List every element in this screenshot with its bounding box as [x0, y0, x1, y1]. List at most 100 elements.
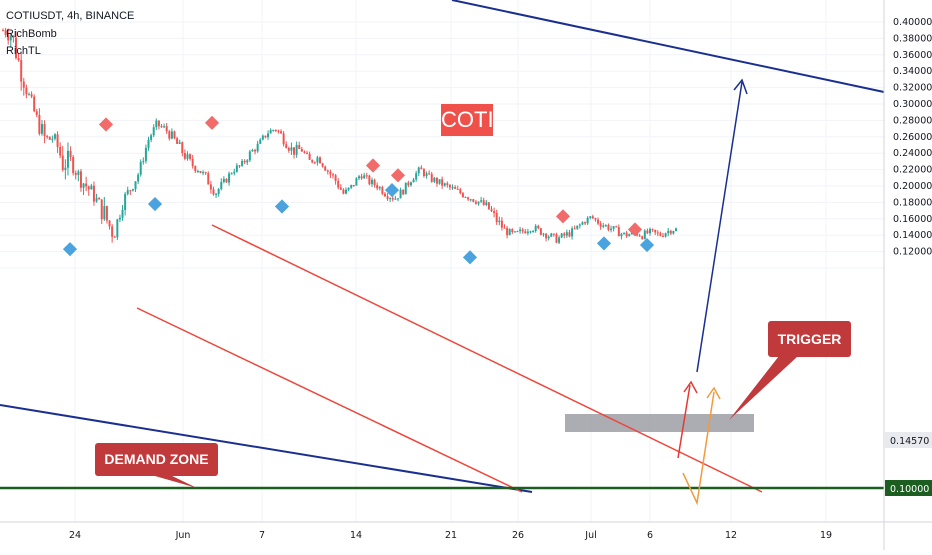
- candle-body: [537, 225, 540, 229]
- candle-body: [66, 150, 69, 168]
- projection-red-arrow: [677, 384, 691, 459]
- candle-body: [254, 149, 257, 152]
- symbol-title: COTIUSDT, 4h, BINANCE: [6, 10, 135, 22]
- candle-body: [467, 197, 470, 200]
- price-tick-label: 0.28000: [893, 115, 932, 126]
- candle-body: [672, 231, 675, 234]
- trigger-callout-tail: [729, 356, 798, 420]
- projection-orange-arrowhead: [706, 386, 721, 400]
- candle-body: [217, 188, 220, 194]
- candle-body: [204, 172, 207, 174]
- candle-body: [659, 233, 662, 236]
- candle-body: [448, 184, 451, 188]
- candle-body: [246, 160, 249, 163]
- candle-body: [113, 236, 116, 238]
- demand-zone-callout-tail: [148, 474, 197, 488]
- candle-body: [134, 181, 137, 190]
- time-tick-label: Jun: [175, 530, 191, 541]
- candle-body: [443, 183, 446, 186]
- trigger-callout: TRIGGER: [768, 321, 851, 357]
- candle-body: [256, 143, 259, 152]
- candle-body: [144, 147, 147, 162]
- bearish-marker: [390, 168, 406, 183]
- candle-body: [9, 36, 12, 41]
- candle-body: [571, 228, 574, 237]
- candle-body: [604, 225, 607, 227]
- candle-body: [313, 162, 316, 164]
- candle-body: [59, 146, 62, 156]
- candle-body: [524, 231, 527, 234]
- candle-body: [139, 161, 142, 175]
- candle-body: [160, 126, 163, 128]
- candle-body: [293, 147, 296, 155]
- candle-body: [363, 175, 366, 179]
- candle-body: [105, 206, 108, 221]
- candle-body: [64, 167, 67, 170]
- candle-body: [27, 94, 30, 96]
- candle-body: [20, 60, 23, 82]
- candle-body: [100, 199, 103, 220]
- candle-body: [615, 226, 618, 228]
- candle-body: [196, 171, 199, 173]
- bearish-marker: [204, 115, 220, 130]
- candle-body: [519, 229, 522, 232]
- candle-body: [612, 226, 615, 229]
- price-tick-label: 0.26000: [893, 132, 932, 143]
- candle-body: [116, 219, 119, 238]
- candle-body: [35, 111, 38, 116]
- candle-body: [43, 124, 46, 137]
- indicator-richbomb[interactable]: RichBomb: [6, 28, 57, 40]
- candle-body: [675, 228, 677, 232]
- candle-body: [581, 222, 584, 225]
- candle-body: [500, 220, 503, 228]
- candle-body: [344, 189, 347, 194]
- candle-body: [339, 187, 342, 190]
- candle-body: [300, 148, 303, 152]
- candle-body: [103, 206, 106, 220]
- candle-body: [539, 228, 542, 235]
- price-tick-label: 0.32000: [893, 83, 932, 94]
- candle-body: [282, 133, 285, 145]
- candle-body: [277, 130, 280, 132]
- candle-body: [230, 173, 233, 175]
- candle-body: [225, 178, 228, 183]
- price-tick-label: 0.20000: [893, 181, 932, 192]
- grid: [0, 0, 884, 522]
- candle-body: [435, 177, 438, 184]
- candle-body: [228, 173, 231, 183]
- candle-body: [399, 189, 402, 199]
- candle-body: [355, 178, 358, 186]
- candle-body: [350, 184, 353, 188]
- price-axis[interactable]: 0.40000 0.38000 0.36000 0.34000 0.32000 0.300…: [893, 17, 932, 258]
- candle-body: [118, 217, 121, 220]
- candle-body: [464, 197, 467, 199]
- candle-body: [4, 30, 7, 35]
- candle-body: [526, 231, 529, 234]
- candle-body: [568, 232, 571, 237]
- candle-body: [189, 154, 192, 159]
- candle-body: [321, 163, 324, 167]
- candle-body: [82, 183, 85, 188]
- demand-level-label: 0.10000: [890, 484, 929, 495]
- candle-body: [311, 159, 314, 163]
- candle-body: [259, 139, 262, 144]
- candle-body: [589, 216, 592, 218]
- candle-body: [441, 179, 444, 186]
- candle-body: [383, 193, 386, 197]
- candle-body: [209, 184, 212, 190]
- candle-body: [150, 135, 153, 140]
- candle-body: [56, 134, 59, 147]
- candle-body: [30, 94, 33, 97]
- time-axis[interactable]: 24 Jun 7 14 21 26 Jul 6 12 19: [69, 530, 832, 541]
- candle-body: [306, 152, 309, 154]
- candle-body: [378, 187, 381, 189]
- indicator-richtl[interactable]: RichTL: [6, 45, 41, 57]
- candle-body: [303, 151, 306, 153]
- bullish-marker: [384, 183, 400, 198]
- candle-body: [199, 171, 202, 173]
- candle-body: [7, 34, 10, 41]
- bullish-marker: [274, 199, 290, 214]
- candle-body: [251, 149, 254, 152]
